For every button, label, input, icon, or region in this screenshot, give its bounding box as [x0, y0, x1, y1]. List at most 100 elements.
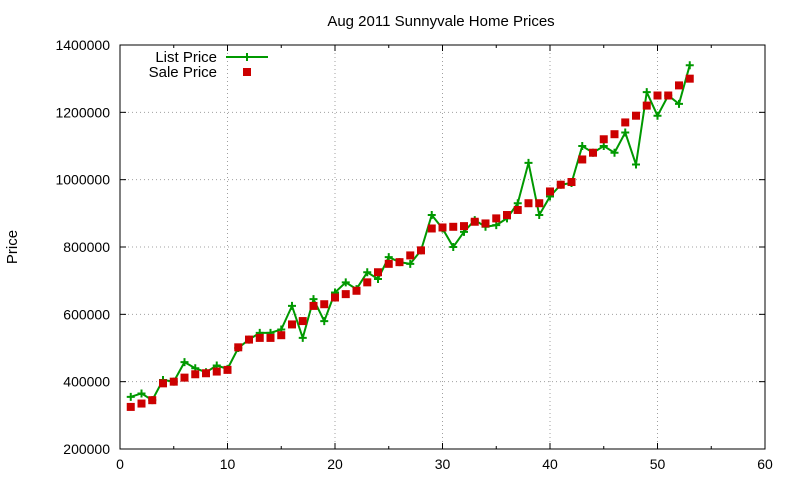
sale-price-point: [427, 224, 436, 233]
list-price-point: [427, 211, 436, 220]
legend-label-sale-price: Sale Price: [149, 64, 217, 81]
list-price-point: [449, 243, 458, 251]
sale-price-point: [202, 369, 210, 378]
sale-price-point: [653, 91, 662, 100]
list-price-point: [653, 111, 662, 120]
y-tick-label: 1200000: [55, 104, 110, 120]
sale-price-point: [460, 222, 468, 231]
y-tick-label: 400000: [63, 374, 110, 390]
list-price-point: [288, 301, 296, 310]
sale-price-point: [685, 74, 694, 83]
x-tick-label: 10: [220, 456, 236, 472]
sale-price-point: [675, 81, 683, 90]
x-tick-label: 30: [435, 456, 451, 472]
list-price-point: [675, 99, 683, 108]
sale-price-point: [137, 399, 146, 408]
sale-price-point: [610, 130, 619, 139]
sale-price-point: [212, 367, 221, 376]
y-tick-label: 200000: [63, 441, 110, 457]
sale-price-point: [567, 178, 576, 187]
sale-price-point: [632, 111, 640, 120]
sale-price-point: [148, 396, 157, 405]
list-price-point: [535, 211, 544, 220]
x-tick-label: 50: [650, 456, 666, 472]
y-tick-label: 600000: [63, 306, 110, 322]
sale-price-point: [395, 258, 404, 267]
list-price-point: [406, 259, 415, 268]
legend-label-list-price: List Price: [155, 49, 217, 66]
list-price-point: [374, 274, 382, 283]
legend-marker-list-price: [243, 53, 251, 61]
y-tick-label: 800000: [63, 239, 110, 255]
y-axis-label: Price: [4, 230, 21, 264]
axis-ticks: 0 10 20 30 40 50 60 200000 400000 600000 800000 100…: [55, 37, 773, 472]
sale-price-point: [481, 219, 490, 228]
list-price-point: [126, 392, 135, 401]
list-price-point: [632, 160, 640, 169]
sale-price-point: [524, 199, 533, 208]
sale-price-point: [159, 379, 167, 388]
y-tick-label: 1000000: [55, 172, 110, 188]
y-tick-label: 1400000: [55, 37, 110, 53]
sale-price-point: [352, 286, 361, 295]
list-price-point: [309, 295, 318, 304]
list-price-point: [384, 253, 393, 262]
sale-price-point: [288, 320, 296, 329]
sale-price-point: [374, 268, 382, 277]
list-price-point: [320, 317, 329, 326]
list-price-point: [642, 88, 651, 97]
sale-price-point: [309, 301, 318, 310]
sale-price-point: [621, 118, 630, 127]
list-price-point: [137, 389, 146, 398]
list-price-point: [578, 142, 587, 150]
list-price-point: [610, 148, 619, 157]
list-price-line: [130, 64, 691, 402]
sale-price-point: [245, 335, 253, 344]
sale-price-point: [535, 199, 544, 208]
x-tick-label: 20: [327, 456, 343, 472]
list-price-point: [685, 61, 694, 70]
sale-price-point: [406, 251, 415, 260]
sale-price-point: [449, 222, 458, 231]
x-tick-label: 60: [757, 456, 773, 472]
sale-price-point: [126, 402, 135, 411]
list-price-point: [298, 333, 307, 342]
x-tick-label: 0: [116, 456, 124, 472]
plot-area: [126, 61, 694, 411]
legend-marker-sale-price: [243, 68, 251, 76]
list-price-point: [180, 358, 189, 367]
list-price-point: [524, 158, 533, 167]
sale-price-point: [589, 148, 597, 157]
sale-price-point: [331, 293, 339, 302]
grid: [120, 45, 765, 449]
sale-price-point: [599, 135, 608, 144]
list-price-point: [513, 199, 522, 208]
sale-price-point: [277, 331, 286, 340]
sale-price-point: [417, 246, 425, 255]
list-price-point: [363, 268, 372, 277]
chart-title: Aug 2011 Sunnyvale Home Prices: [327, 13, 554, 30]
sale-price-point: [234, 343, 243, 352]
sale-price-point: [578, 155, 587, 164]
sale-price-point: [341, 290, 350, 299]
sale-price-point: [546, 187, 554, 196]
sale-price-point: [169, 377, 178, 386]
x-tick-label: 40: [542, 456, 558, 472]
sale-price-point: [384, 259, 393, 268]
sale-price-point: [180, 373, 189, 382]
sale-price-point: [363, 278, 372, 287]
sale-price-point: [298, 317, 307, 326]
list-price-point: [341, 278, 350, 287]
sale-price-point: [642, 101, 651, 110]
sale-price-point: [664, 91, 673, 100]
sale-price-point: [492, 214, 501, 223]
sale-price-point: [320, 300, 329, 309]
sale-price-point: [438, 223, 447, 232]
sale-price-point: [266, 333, 275, 342]
list-price-point: [621, 128, 630, 137]
list-price-point: [599, 142, 608, 150]
sale-price-point: [255, 333, 264, 342]
sale-price-point: [556, 180, 565, 189]
